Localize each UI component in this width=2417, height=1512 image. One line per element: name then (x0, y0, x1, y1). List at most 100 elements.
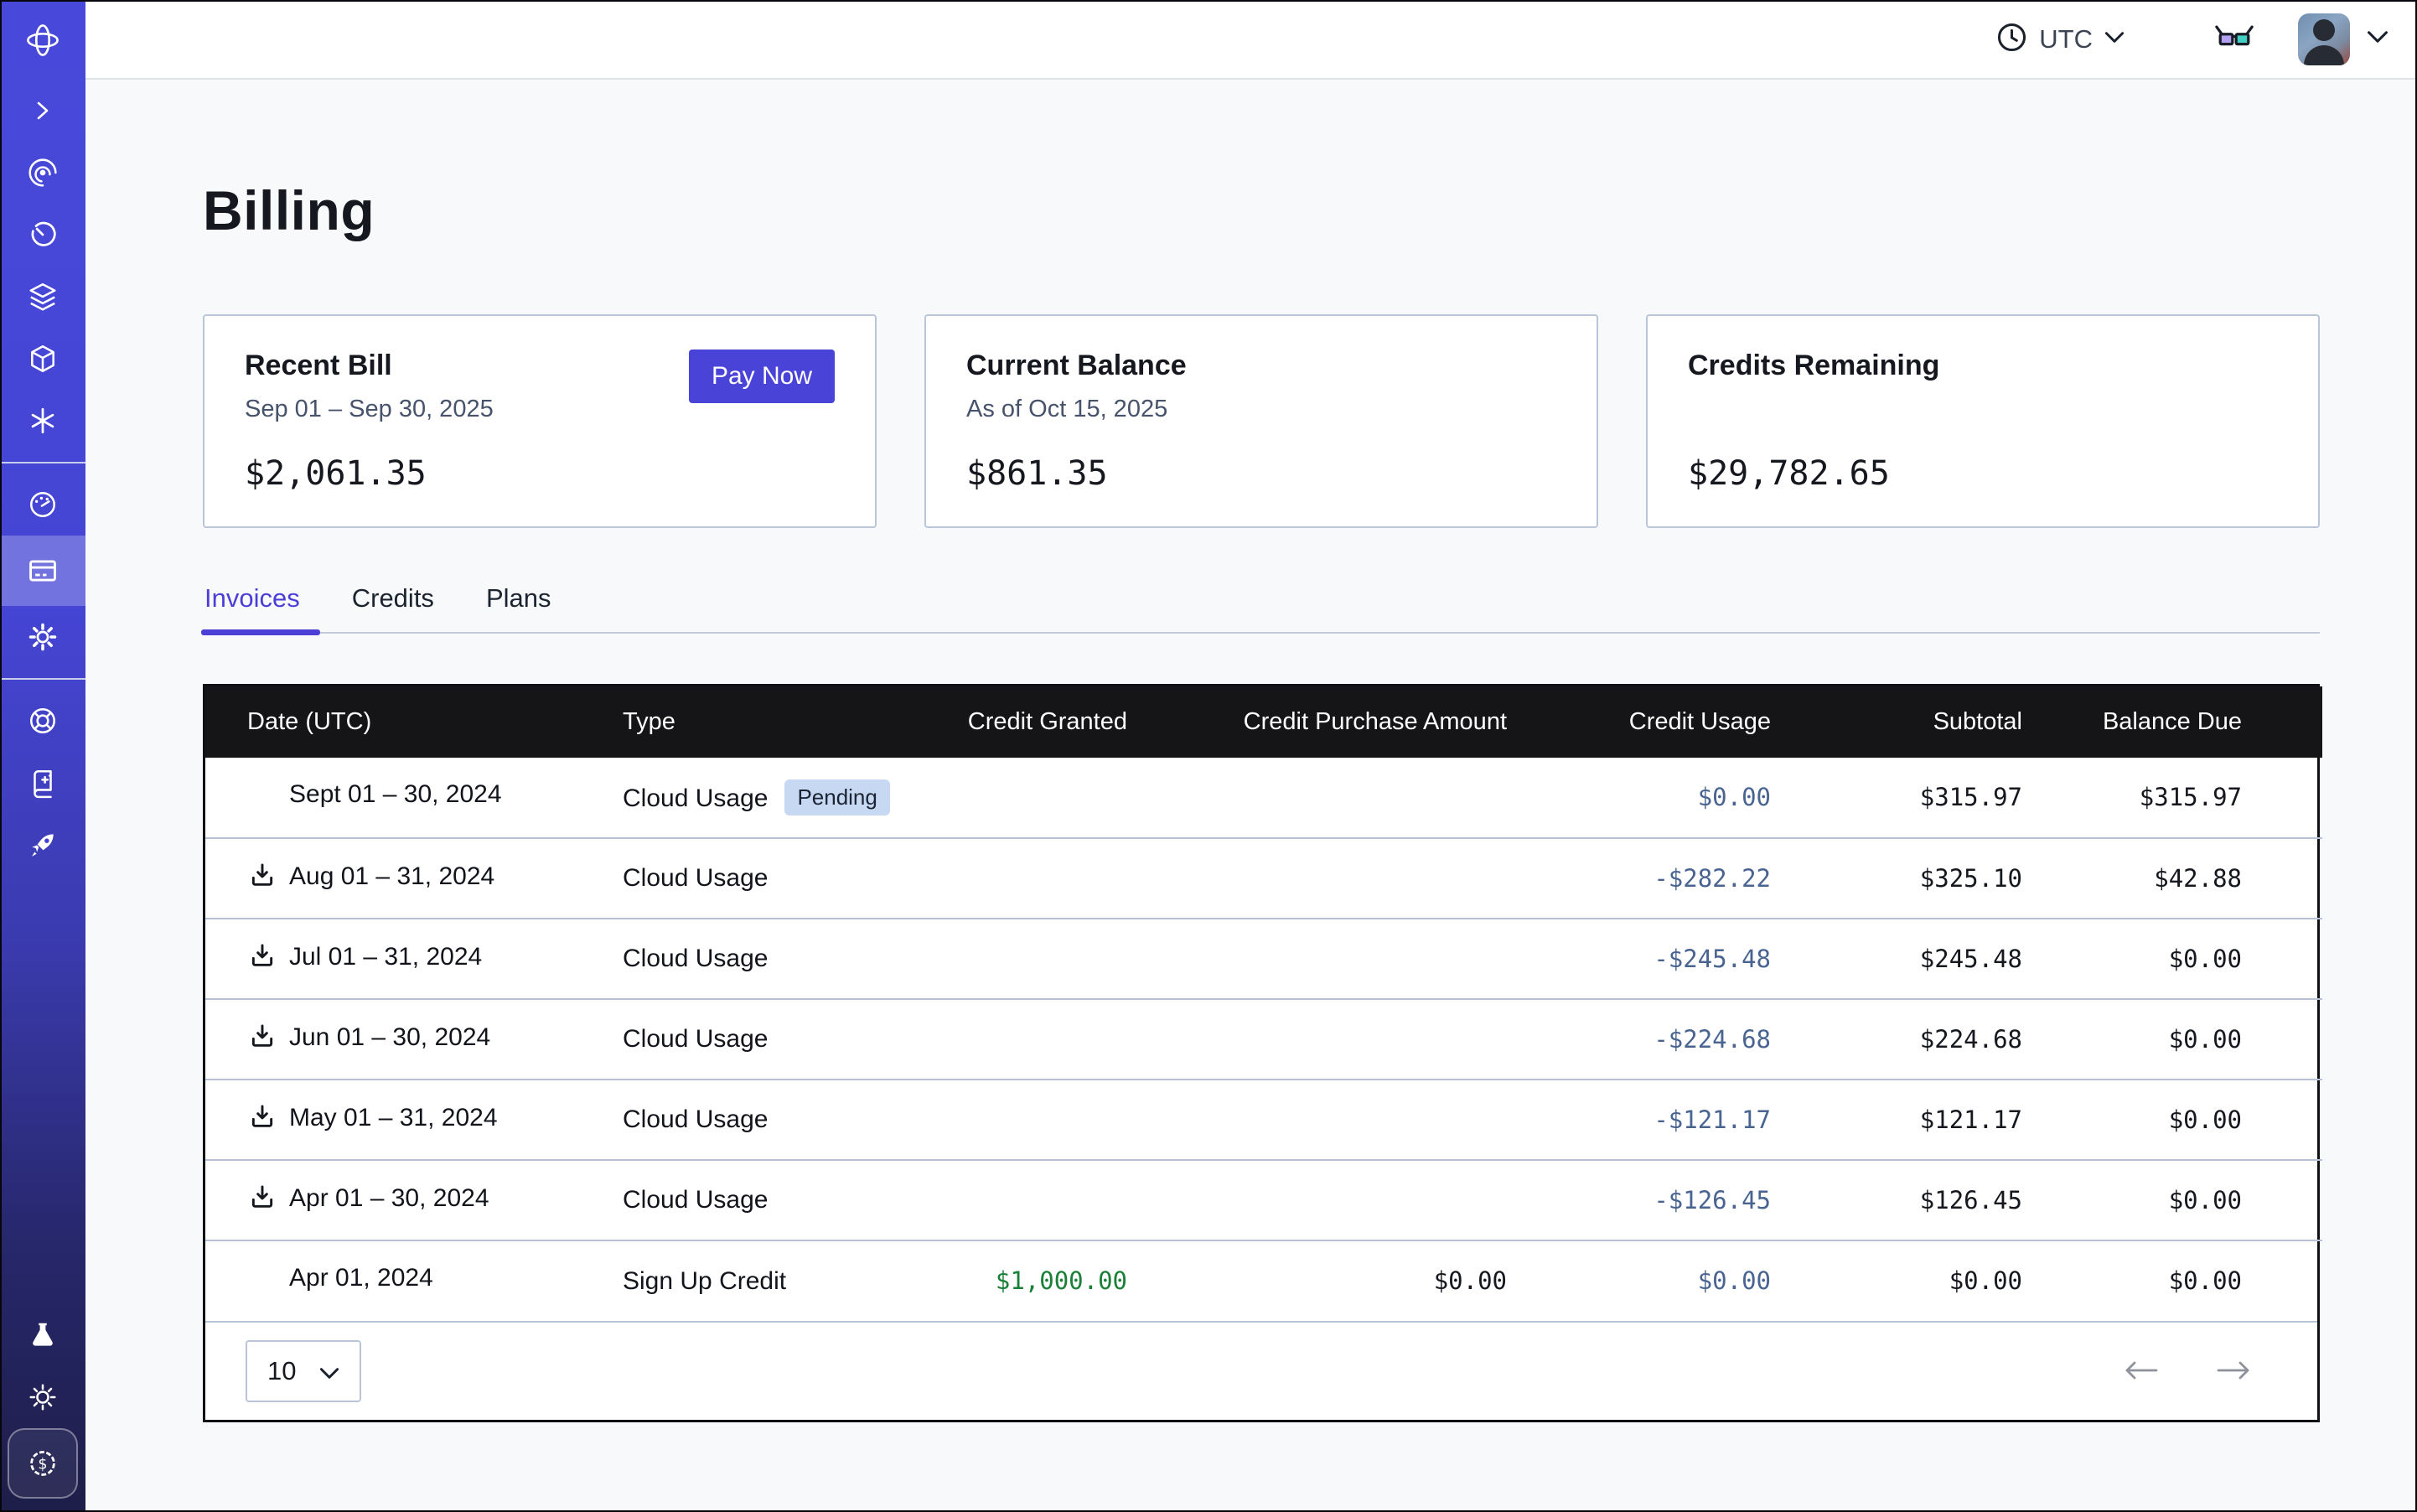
sidebar-item-sandboxes[interactable] (0, 328, 85, 390)
download-invoice-button[interactable] (247, 1103, 277, 1133)
sidebar-item-expand[interactable] (0, 80, 85, 142)
card-title: Credits Remaining (1688, 350, 2278, 382)
main-content: Billing Recent Bill Sep 01 – Sep 30, 202… (85, 80, 2417, 1512)
sidebar-item-labs[interactable] (0, 1304, 85, 1366)
card-subtitle: As of Oct 15, 2025 (966, 396, 1556, 424)
pay-now-button[interactable]: Pay Now (689, 350, 835, 403)
svg-text:$: $ (38, 1456, 47, 1473)
subtotal-value: $315.97 (1920, 783, 2022, 811)
sidebar-logo[interactable] (0, 0, 85, 80)
sidebar-item-functions[interactable] (0, 390, 85, 452)
tab-credits[interactable]: Credits (350, 583, 436, 632)
subtotal-value: $224.68 (1920, 1025, 2022, 1054)
invoice-type: Cloud Usage (623, 1186, 768, 1214)
sidebar-item-stacks[interactable] (0, 266, 85, 328)
download-invoice-button[interactable] (247, 942, 277, 972)
column-header-type: Type (581, 686, 951, 758)
subtotal-value: $325.10 (1920, 864, 2022, 893)
page-size-value: 10 (267, 1356, 296, 1386)
sidebar-divider (0, 462, 85, 463)
sun-icon (27, 1381, 59, 1413)
logo-orbit-icon (24, 22, 61, 59)
column-header-balance-due: Balance Due (2061, 686, 2322, 758)
download-invoice-button[interactable] (247, 1183, 277, 1214)
invoice-date: May 01 – 31, 2024 (289, 1104, 498, 1132)
sidebar-item-getting-started[interactable] (0, 814, 85, 876)
arrow-left-icon (2123, 1359, 2160, 1385)
column-header-subtotal: Subtotal (1809, 686, 2061, 758)
column-header-date: Date (UTC) (205, 686, 581, 758)
docs-book-icon (27, 767, 59, 799)
invoice-row[interactable]: Aug 01 – 31, 2024Cloud Usage-$282.22$325… (205, 838, 2322, 919)
gauge-icon (27, 489, 59, 520)
sidebar-item-usage[interactable] (0, 474, 85, 536)
page-size-select[interactable]: 10 (246, 1340, 361, 1402)
column-header-credit-purchase: Credit Purchase Amount (1166, 686, 1545, 758)
balance-due-value: $0.00 (2169, 945, 2242, 973)
balance-due-value: $0.00 (2169, 1186, 2242, 1214)
timezone-select[interactable]: UTC (1996, 22, 2125, 57)
subtotal-value: $121.17 (1920, 1106, 2022, 1134)
observe-icon (27, 157, 59, 189)
sidebar-item-observability[interactable] (0, 142, 85, 204)
tab-plans[interactable]: Plans (484, 583, 553, 632)
sidebar-item-docs[interactable] (0, 752, 85, 814)
chevron-right-icon (28, 96, 58, 126)
download-invoice-button[interactable] (247, 1023, 277, 1053)
vision-mode-button[interactable] (2213, 22, 2256, 56)
credits-remaining-amount: $29,782.65 (1688, 454, 1890, 493)
invoice-type: Cloud Usage (623, 864, 768, 892)
chevron-down-icon (319, 1356, 339, 1386)
next-page-button[interactable] (2215, 1359, 2252, 1385)
invoice-row[interactable]: Jun 01 – 30, 2024Cloud Usage-$224.68$224… (205, 999, 2322, 1080)
invoices-table: Date (UTC) Type Credit Granted Credit Pu… (205, 686, 2322, 1321)
page-title: Billing (203, 179, 2417, 242)
chevron-down-icon (2104, 31, 2125, 48)
invoice-date: Aug 01 – 31, 2024 (289, 862, 494, 891)
invoice-row[interactable]: Jul 01 – 31, 2024Cloud Usage-$245.48$245… (205, 919, 2322, 999)
invoice-row[interactable]: Apr 01, 2024Sign Up Credit$1,000.00$0.00… (205, 1240, 2322, 1321)
credit-usage-value: -$126.45 (1654, 1186, 1771, 1214)
credit-usage-value: $0.00 (1698, 1266, 1771, 1295)
invoice-type: Cloud Usage (623, 1106, 768, 1133)
dollar-badge-icon: $ (25, 1446, 60, 1481)
timer-icon (27, 219, 59, 251)
3d-glasses-icon (2213, 22, 2256, 56)
tab-invoices[interactable]: Invoices (203, 583, 302, 632)
invoice-row[interactable]: May 01 – 31, 2024Cloud Usage-$121.17$121… (205, 1080, 2322, 1160)
clock-icon (1996, 22, 2027, 57)
current-balance-amount: $861.35 (966, 454, 1108, 493)
avatar[interactable] (2298, 13, 2350, 65)
invoice-date: Apr 01, 2024 (289, 1264, 433, 1292)
invoice-type: Cloud Usage (623, 784, 768, 812)
invoice-date: Sept 01 – 30, 2024 (289, 780, 502, 809)
sidebar-item-support[interactable] (0, 690, 85, 752)
account-menu-chevron[interactable] (2367, 30, 2389, 48)
pagination: 10 (205, 1321, 2317, 1420)
current-balance-card: Current Balance As of Oct 15, 2025 $861.… (924, 314, 1598, 528)
credits-remaining-card: Credits Remaining $29,782.65 (1646, 314, 2320, 528)
settings-gear-icon (26, 620, 60, 654)
topbar: UTC (85, 0, 2417, 80)
sidebar-item-theme-toggle[interactable] (0, 1366, 85, 1428)
sidebar-item-credits-badge[interactable]: $ (8, 1428, 78, 1499)
timezone-label: UTC (2039, 24, 2093, 54)
sidebar-item-timers[interactable] (0, 204, 85, 266)
download-invoice-button[interactable] (247, 862, 277, 892)
balance-due-value: $42.88 (2154, 864, 2242, 893)
balance-due-value: $0.00 (2169, 1266, 2242, 1295)
invoice-row[interactable]: Apr 01 – 30, 2024Cloud Usage-$126.45$126… (205, 1160, 2322, 1240)
subtotal-value: $245.48 (1920, 945, 2022, 973)
invoice-date: Apr 01 – 30, 2024 (289, 1184, 489, 1213)
lifebuoy-icon (27, 705, 59, 737)
prev-page-button[interactable] (2123, 1359, 2160, 1385)
card-title: Current Balance (966, 350, 1556, 382)
sidebar-item-billing[interactable] (0, 536, 85, 606)
invoice-row[interactable]: Sept 01 – 30, 2024Cloud UsagePending$0.0… (205, 758, 2322, 838)
balance-due-value: $0.00 (2169, 1106, 2242, 1134)
column-header-credit-usage: Credit Usage (1545, 686, 1809, 758)
sidebar-item-settings[interactable] (0, 606, 85, 668)
status-badge: Pending (784, 779, 889, 816)
balance-due-value: $315.97 (2140, 783, 2242, 811)
invoice-date: Jul 01 – 31, 2024 (289, 943, 482, 971)
